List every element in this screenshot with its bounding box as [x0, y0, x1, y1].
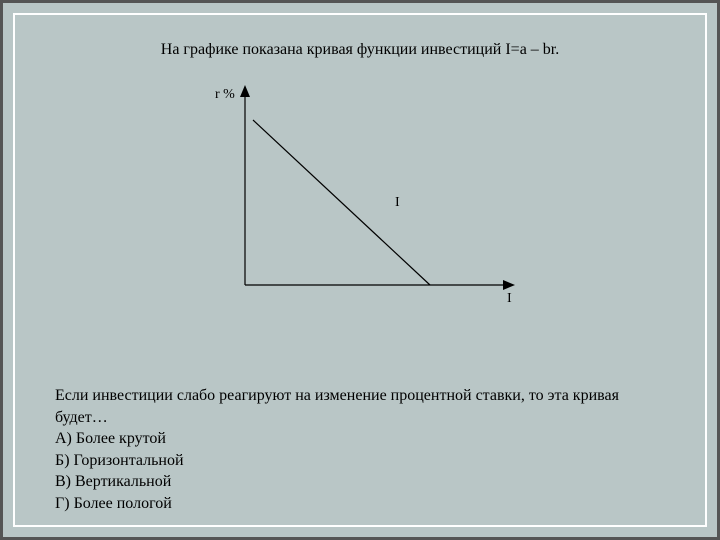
title: На графике показана кривая функции инвес…: [15, 41, 705, 59]
slide: На графике показана кривая функции инвес…: [2, 2, 718, 538]
question-block: Если инвестиции слабо реагируют на измен…: [55, 385, 665, 515]
question-text: Если инвестиции слабо реагируют на измен…: [55, 387, 619, 426]
answer-a: А) Более крутой: [55, 428, 665, 450]
answer-c: В) Вертикальной: [55, 471, 665, 493]
investment-chart: [205, 85, 525, 305]
answer-b: Б) Горизонтальной: [55, 450, 665, 472]
answer-d: Г) Более пологой: [55, 493, 665, 515]
slide-border: На графике показана кривая функции инвес…: [13, 13, 707, 527]
